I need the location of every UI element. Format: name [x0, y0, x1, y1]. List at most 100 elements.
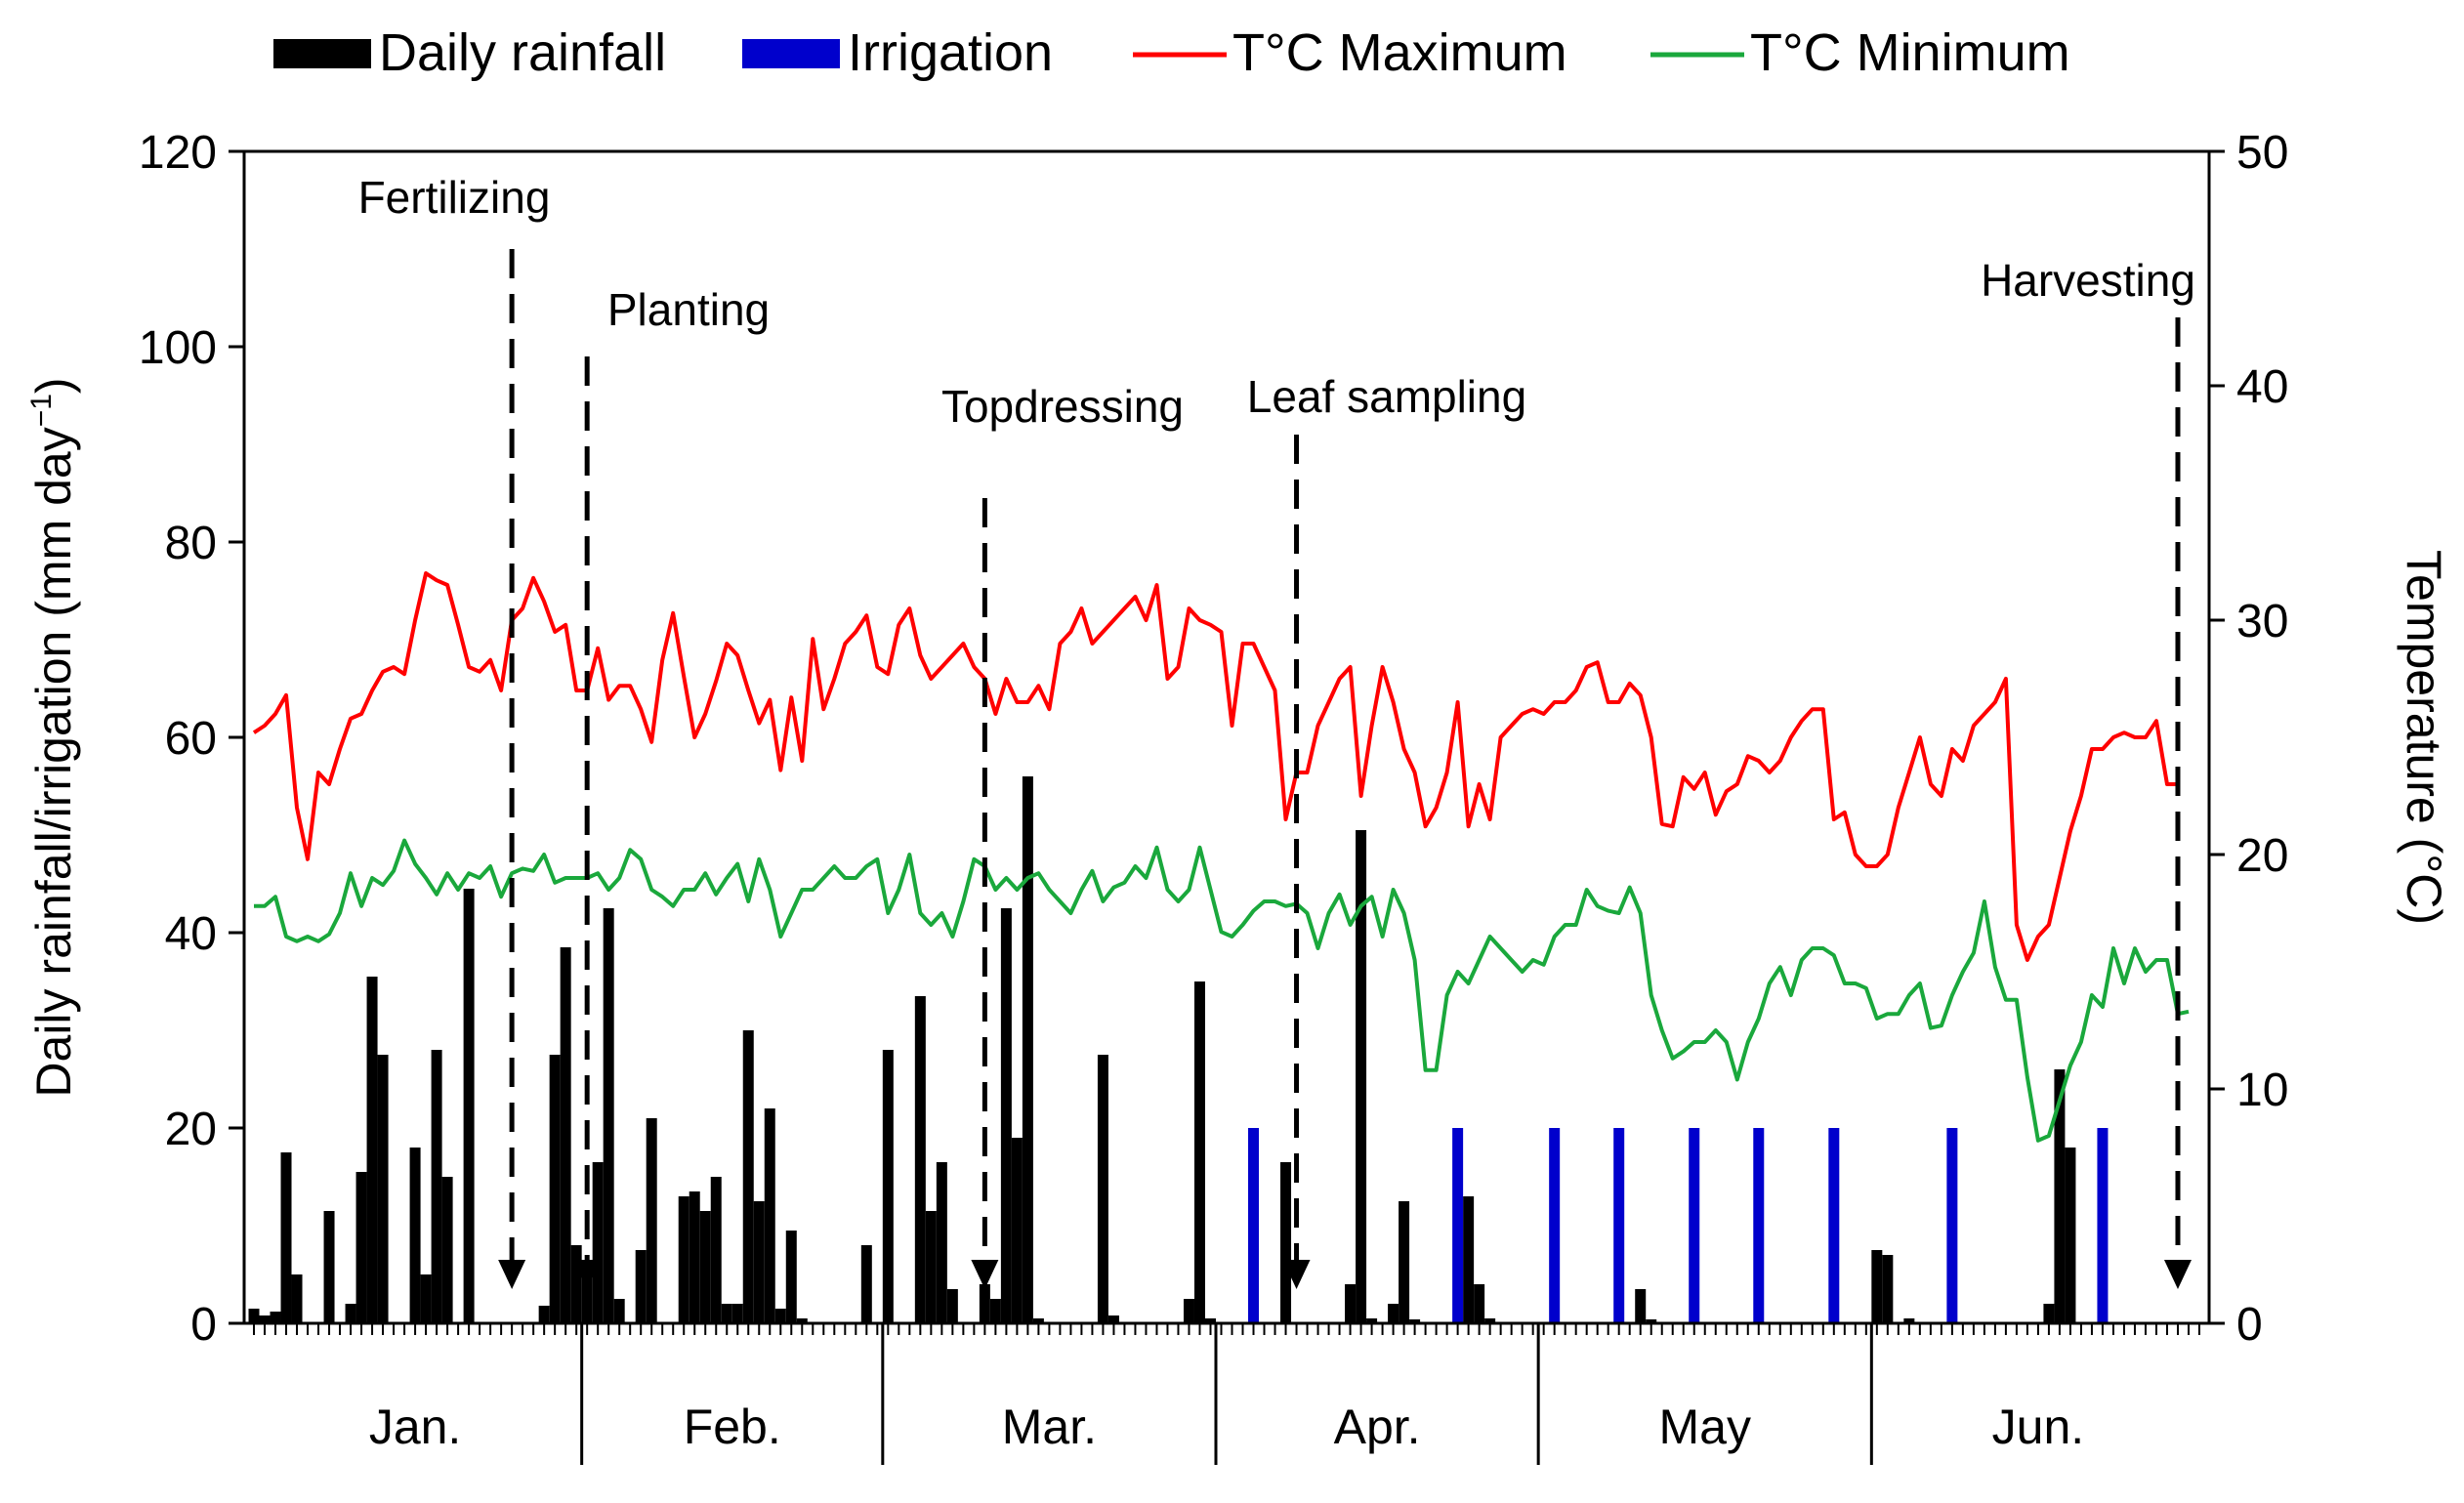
rainfall-bar: [1097, 1055, 1108, 1323]
irrigation-bar: [1753, 1128, 1765, 1323]
month-label: Mar.: [1002, 1399, 1097, 1454]
irrigation-bar: [1248, 1128, 1260, 1323]
rainfall-bar: [882, 1050, 894, 1323]
annotation-arrow-head: [498, 1260, 526, 1289]
rainfall-bar: [936, 1162, 947, 1323]
rainfall-bar: [1903, 1318, 1915, 1323]
month-label: May: [1659, 1399, 1751, 1454]
rainfall-bar: [721, 1304, 732, 1323]
rainfall-bar: [2065, 1148, 2076, 1323]
rainfall-bar: [914, 996, 926, 1323]
annotations: Fertilizing Planting Topdressing Leaf sampl…: [358, 172, 2195, 1289]
rainfall-bar: [1366, 1318, 1378, 1323]
y-right-tick-label: 10: [2236, 1065, 2288, 1116]
legend-label: T°C Maximum: [1232, 23, 1567, 82]
y-left-tick-label: 0: [190, 1299, 217, 1351]
rainfall-bar: [570, 1245, 582, 1323]
axes: 0 20 40 60 80 100 120 0 10 20 30 40 50 Jan. Feb. Mar. Ap…: [139, 127, 2288, 1465]
y-right-tick-label: 40: [2236, 361, 2288, 413]
rainfall-bar: [1280, 1162, 1292, 1323]
tmax-line: [252, 571, 2178, 962]
y-right-title: Temperature (°C): [2397, 550, 2451, 925]
y-right-tick-label: 30: [2236, 596, 2288, 647]
rainfall-bar: [366, 977, 378, 1323]
rainfall-bar: [1871, 1250, 1883, 1323]
rainfall-bar: [785, 1231, 797, 1323]
lines: [252, 571, 2190, 1143]
irrigation-bar: [2097, 1128, 2109, 1323]
legend-label: Irrigation: [848, 23, 1053, 82]
irrigation-bar: [1689, 1128, 1700, 1323]
rainfall-bar: [946, 1289, 958, 1323]
rainfall-bar: [1399, 1201, 1410, 1323]
rainfall-bar: [355, 1172, 367, 1323]
rainfall-bar: [1646, 1319, 1657, 1323]
rainfall-bar: [1388, 1304, 1399, 1323]
rainfall-bar: [1463, 1196, 1475, 1323]
rainfall-bar: [420, 1274, 432, 1323]
rainfall-bar: [463, 889, 475, 1323]
month-label: Jun.: [1992, 1399, 2085, 1454]
annotation-label: Leaf sampling: [1247, 371, 1526, 422]
y-left-tick-label: 60: [165, 713, 217, 765]
rainfall-bar: [345, 1304, 356, 1323]
tmin-line: [254, 838, 2190, 1143]
rainfall-bar: [560, 947, 571, 1323]
rainfall-bar: [2043, 1304, 2055, 1323]
rainfall-bar: [774, 1309, 786, 1323]
rainfall-bar: [1474, 1284, 1485, 1323]
bars: [248, 776, 2109, 1323]
irrigation-bar: [1452, 1128, 1464, 1323]
month-label: Feb.: [684, 1399, 781, 1454]
rainfall-bar: [613, 1299, 625, 1323]
irrigation-bar: [1828, 1128, 1840, 1323]
legend-label: T°C Minimum: [1750, 23, 2070, 82]
irrigation-bar: [1613, 1128, 1625, 1323]
annotation-label: Harvesting: [1981, 255, 2195, 306]
rainfall-bar: [1484, 1318, 1496, 1323]
rainfall-bar: [710, 1177, 722, 1323]
rainfall-bar: [753, 1201, 765, 1323]
y-left-tick-label: 40: [165, 908, 217, 960]
rainfall-bar: [538, 1306, 550, 1323]
rainfall-bar: [796, 1318, 808, 1323]
rainfall-bar: [248, 1309, 260, 1323]
rainfall-bar: [1356, 830, 1367, 1323]
irrigation-bar: [1946, 1128, 1958, 1323]
annotation-arrow-head: [573, 1260, 602, 1289]
rainfall-bar: [1183, 1299, 1194, 1323]
rainfall-bar: [860, 1245, 872, 1323]
legend: Daily rainfall Irrigation T°C Maximum T°C M…: [273, 23, 2070, 82]
rainfall-bar: [979, 1284, 990, 1323]
annotation-label: Planting: [607, 284, 770, 335]
rainfall-bar: [689, 1191, 700, 1323]
rainfall-bar: [742, 1030, 754, 1323]
rainfall-bar: [603, 908, 614, 1323]
rainfall-bar: [441, 1177, 453, 1323]
y-right-tick-label: 20: [2236, 830, 2288, 882]
rainfall-bar: [699, 1211, 711, 1323]
rainfall-bar: [409, 1148, 421, 1323]
rainfall-bar: [270, 1312, 281, 1323]
rainfall-bar: [1032, 1318, 1044, 1323]
rainfall-bar: [678, 1196, 689, 1323]
month-label: Jan.: [369, 1399, 462, 1454]
rainfall-bar: [1882, 1255, 1894, 1323]
rainfall-bar: [646, 1118, 657, 1323]
month-label: Apr.: [1334, 1399, 1421, 1454]
rainfall-bar: [635, 1250, 647, 1323]
legend-swatch: [742, 39, 840, 68]
y-left-tick-label: 20: [165, 1104, 217, 1155]
rainfall-bar: [1635, 1289, 1647, 1323]
annotation-label: Topdressing: [941, 381, 1184, 432]
rainfall-bar: [323, 1211, 335, 1323]
y-right-tick-label: 50: [2236, 127, 2288, 179]
rainfall-bar: [377, 1055, 389, 1323]
y-left-title: Daily rainfall/irrigation (mm day−1): [25, 377, 81, 1097]
rainfall-bar: [989, 1299, 1001, 1323]
annotation-label: Fertilizing: [358, 172, 551, 223]
rainfall-bar: [1107, 1315, 1119, 1323]
annotation-arrow-head: [1282, 1260, 1311, 1289]
y-right-tick-label: 0: [2236, 1299, 2263, 1351]
